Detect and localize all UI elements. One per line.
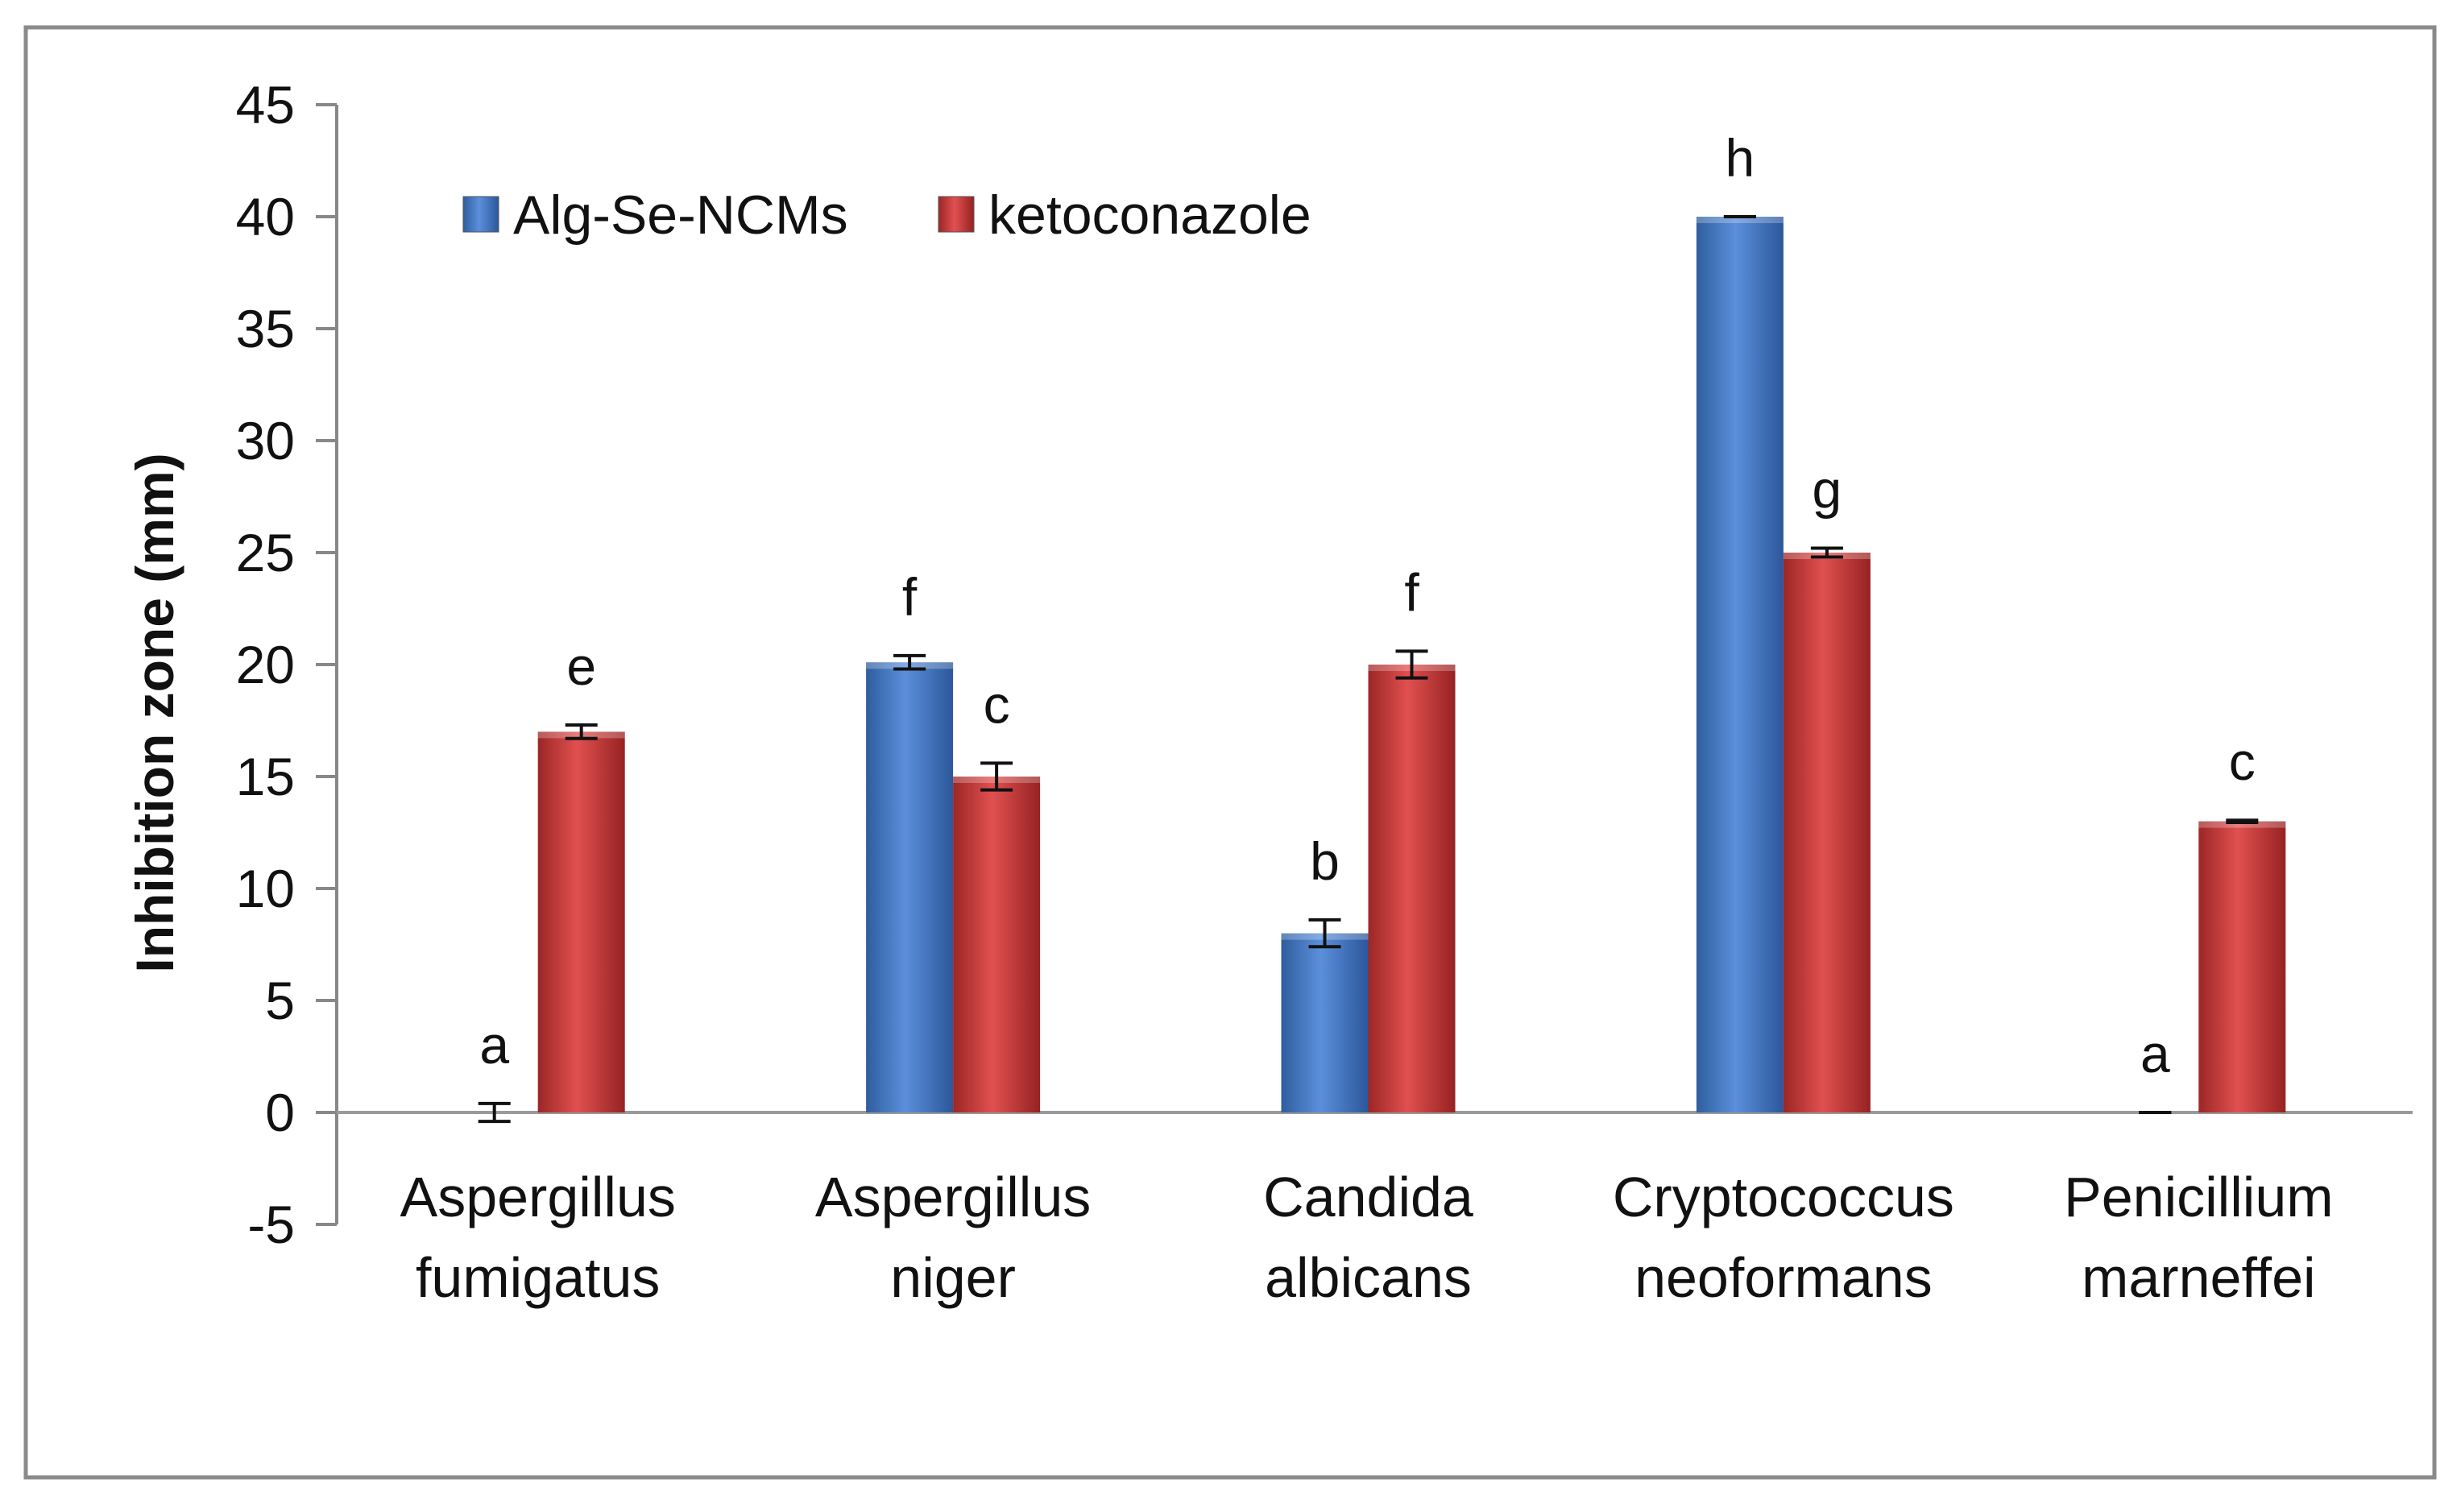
bar-ketoconazole [1783, 553, 1871, 1112]
significance-letter: a [2140, 1024, 2170, 1083]
x-category-label: fumigatus [416, 1246, 660, 1309]
y-tick-label: 30 [236, 411, 295, 470]
y-tick-label: 0 [265, 1083, 295, 1142]
significance-letter: e [566, 636, 596, 696]
bar-ketoconazole [2198, 821, 2286, 1112]
legend-swatch [938, 196, 975, 233]
bar-highlight [1696, 217, 1784, 223]
category-labels-layer: Aspergillus fumigatus Aspergillus niger Cand… [400, 1166, 2334, 1309]
y-tick-label: 20 [236, 635, 295, 694]
y-tick-label: 5 [265, 971, 295, 1030]
legend-label: ketoconazole [988, 184, 1311, 246]
x-category-label: Aspergillus [815, 1166, 1091, 1228]
error-bars-layer [478, 215, 2259, 1124]
bar-ketoconazole [953, 777, 1041, 1112]
significance-letter: b [1310, 831, 1340, 891]
significance-letter: c [984, 674, 1010, 734]
y-tick-label: 25 [236, 523, 295, 582]
legend-swatch [462, 196, 499, 233]
y-axis-label: Inhibition zone (mm) [125, 453, 184, 972]
y-tick-label: 40 [236, 187, 295, 246]
significance-letter: f [1404, 562, 1419, 622]
significance-letter: c [2229, 731, 2256, 791]
x-category-label: Candida [1263, 1166, 1473, 1228]
x-category-label: Aspergillus [400, 1166, 676, 1228]
bar-alg-se-ncms [1281, 933, 1369, 1112]
significance-letter: g [1813, 459, 1842, 519]
x-category-label: Penicillium [2064, 1166, 2334, 1228]
significance-letter: a [479, 1015, 509, 1075]
x-category-label: marneffei [2082, 1246, 2316, 1309]
bar-ketoconazole [1368, 665, 1456, 1112]
y-axis: -5 0 5 10 15 20 25 30 35 40 45 [236, 75, 338, 1254]
bar-highlight [2198, 821, 2286, 828]
x-category-label: Cryptococcus [1613, 1166, 1954, 1228]
significance-letter: f [902, 567, 918, 627]
x-category-label: neoformans [1634, 1246, 1933, 1309]
chart-frame [23, 25, 2437, 1480]
bar-alg-se-ncms [866, 662, 954, 1112]
bars-layer [537, 217, 2286, 1112]
x-category-label: albicans [1265, 1246, 1472, 1309]
x-category-label: niger [890, 1246, 1016, 1309]
legend: Alg-Se-NCMs ketoconazole [462, 184, 1311, 246]
y-tick-label: -5 [247, 1195, 295, 1254]
significance-letter: h [1726, 128, 1755, 188]
y-tick-label: 10 [236, 859, 295, 918]
bar-alg-se-ncms [1696, 217, 1784, 1112]
y-tick-label: 15 [236, 747, 295, 806]
bar-ketoconazole [537, 731, 625, 1112]
legend-label: Alg-Se-NCMs [513, 184, 848, 246]
significance-letters-layer: a f b h a e c f g c [479, 128, 2255, 1083]
y-tick-label: 45 [236, 75, 295, 135]
y-tick-label: 35 [236, 299, 295, 358]
